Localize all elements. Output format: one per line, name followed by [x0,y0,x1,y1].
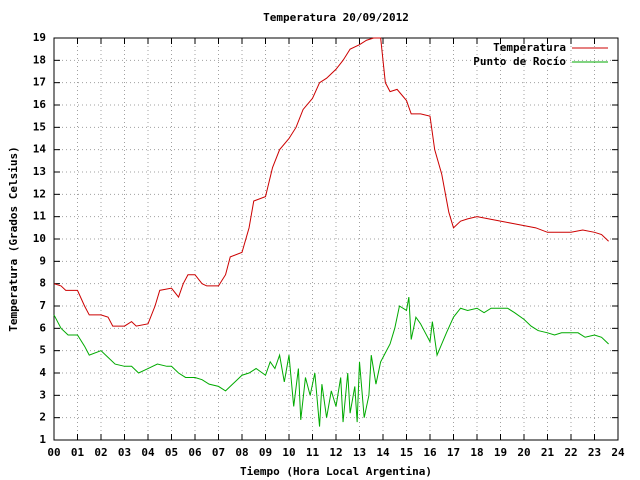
x-tick-label: 03 [118,446,131,459]
y-tick-label: 16 [33,98,47,111]
x-tick-label: 17 [447,446,460,459]
y-tick-label: 4 [39,366,46,379]
x-tick-label: 12 [329,446,342,459]
y-tick-label: 17 [33,76,46,89]
y-tick-label: 14 [33,143,47,156]
x-tick-label: 09 [259,446,272,459]
legend-label: Temperatura [493,41,566,54]
plot-frame [53,37,619,441]
y-tick-label: 18 [33,53,46,66]
legend-label: Punto de Rocío [473,55,566,68]
y-tick-label: 1 [39,433,46,446]
x-tick-label: 16 [423,446,437,459]
data-line [53,37,609,327]
x-tick-label: 00 [47,446,60,459]
x-tick-label: 11 [306,446,320,459]
y-tick-label: 5 [39,344,46,357]
y-tick-label: 11 [33,210,47,223]
x-tick-label: 04 [141,446,155,459]
x-tick-label: 22 [564,446,577,459]
x-axis-label: Tiempo (Hora Local Argentina) [240,465,432,478]
x-tick-label: 13 [353,446,366,459]
x-tick-label: 24 [611,446,625,459]
x-tick-label: 14 [376,446,390,459]
x-tick-label: 19 [494,446,507,459]
y-tick-label: 6 [39,321,46,334]
y-tick-label: 15 [33,120,46,133]
y-tick-label: 10 [33,232,46,245]
y-tick-label: 3 [39,388,46,401]
x-tick-label: 10 [282,446,295,459]
y-tick-label: 7 [39,299,46,312]
x-tick-label: 02 [94,446,107,459]
y-axis-label: Temperatura (Grados Celsius) [7,146,20,331]
y-tick-label: 9 [39,254,46,267]
y-tick-label: 8 [39,277,46,290]
y-tick-label: 2 [39,411,46,424]
x-tick-label: 06 [188,446,202,459]
x-tick-label: 20 [517,446,530,459]
y-tick-label: 13 [33,165,46,178]
x-tick-label: 21 [541,446,555,459]
x-tick-label: 07 [212,446,225,459]
data-line [53,296,609,427]
x-tick-label: 08 [235,446,248,459]
x-tick-label: 15 [400,446,413,459]
y-tick-label: 12 [33,187,46,200]
chart-title: Temperatura 20/09/2012 [263,11,409,24]
x-tick-label: 01 [71,446,85,459]
x-tick-label: 05 [165,446,178,459]
x-tick-label: 23 [588,446,601,459]
y-tick-label: 19 [33,31,46,44]
x-tick-label: 18 [470,446,483,459]
